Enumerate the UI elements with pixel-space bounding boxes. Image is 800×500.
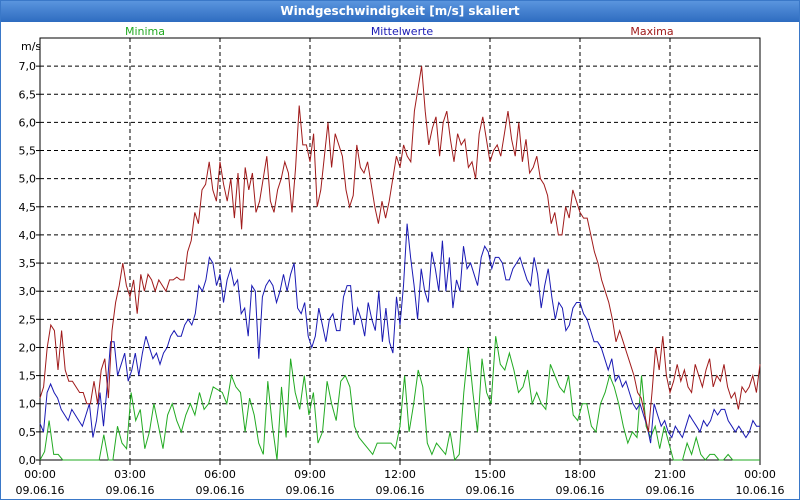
y-tick-label: 1,5 — [19, 370, 37, 383]
series-lines — [39, 66, 761, 462]
y-tick-label: 7,0 — [19, 60, 37, 73]
x-tick-date: 09.06.16 — [466, 484, 515, 497]
y-tick-label: 6,5 — [19, 88, 37, 101]
y-tick-label: 0,5 — [19, 426, 37, 439]
x-tick-date: 09.06.16 — [196, 484, 245, 497]
x-tick-date: 09.06.16 — [16, 484, 65, 497]
y-tick-label: 4,5 — [19, 201, 37, 214]
grid — [40, 38, 760, 461]
x-tick-time: 03:00 — [114, 468, 146, 481]
y-axis-ticks: 0,0 0,5 1,0 1,5 2,0 2,5 3,0 3,5 4,0 4,5 5,0 5,5 6,0 6… — [19, 60, 40, 467]
y-tick-label: 3,0 — [19, 285, 37, 298]
legend-minima: Minima — [125, 25, 165, 38]
y-tick-label: 5,0 — [19, 173, 37, 186]
chart-title: Windgeschwindigkeit [m/s] skaliert — [1, 1, 799, 22]
y-axis-label: m/s — [21, 40, 41, 53]
x-tick-time: 00:00 — [24, 468, 56, 481]
y-tick-label: 0,0 — [19, 454, 37, 467]
x-tick-date: 10.06.16 — [736, 484, 785, 497]
y-tick-label: 5,5 — [19, 145, 37, 158]
mittelwerte-line — [39, 223, 760, 444]
x-tick-date: 09.06.16 — [376, 484, 425, 497]
y-tick-label: 2,5 — [19, 313, 37, 326]
x-tick-time: 18:00 — [564, 468, 596, 481]
y-tick-label: 2,0 — [19, 341, 37, 354]
y-tick-label: 1,0 — [19, 398, 37, 411]
x-tick-date: 09.06.16 — [286, 484, 335, 497]
x-tick-date: 09.06.16 — [646, 484, 695, 497]
x-tick-time: 06:00 — [204, 468, 236, 481]
x-tick-time: 00:00 — [744, 468, 776, 481]
legend-mittelwerte: Mittelwerte — [371, 25, 434, 38]
x-tick-date: 09.06.16 — [106, 484, 155, 497]
y-tick-label: 3,5 — [19, 257, 37, 270]
maxima-line — [39, 66, 761, 433]
y-tick-label: 6,0 — [19, 116, 37, 129]
legend-maxima: Maxima — [630, 25, 673, 38]
y-tick-label: 4,0 — [19, 229, 37, 242]
x-tick-date: 09.06.16 — [556, 484, 605, 497]
x-tick-time: 21:00 — [654, 468, 686, 481]
x-tick-time: 09:00 — [294, 468, 326, 481]
x-tick-time: 12:00 — [384, 468, 416, 481]
x-axis-ticks: 00:00 09.06.16 03:00 09.06.16 06:00 09.06.16 0… — [16, 460, 785, 497]
x-tick-time: 15:00 — [474, 468, 506, 481]
